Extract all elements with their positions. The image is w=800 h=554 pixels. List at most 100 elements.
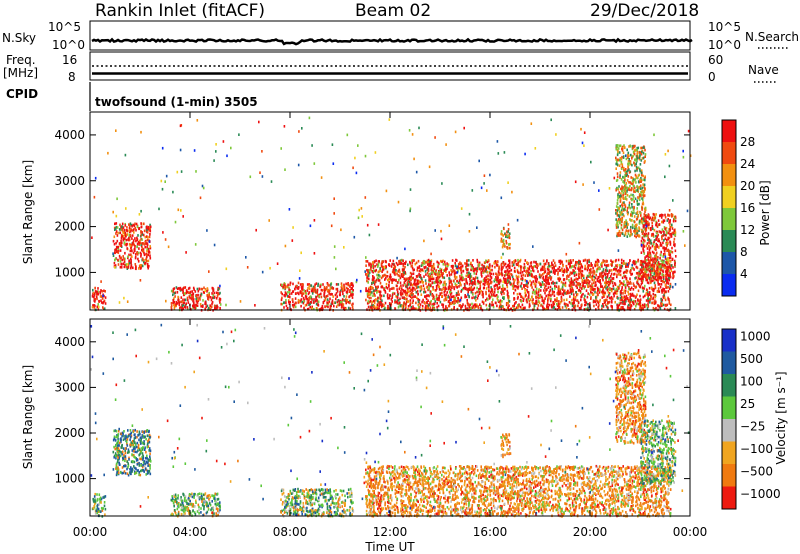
- echo-cell: [365, 289, 367, 293]
- echo-cell: [669, 233, 671, 236]
- echo-cell: [570, 266, 572, 269]
- echo-cell: [634, 223, 637, 227]
- echo-cell: [528, 273, 531, 277]
- echo-cell: [124, 224, 127, 227]
- echo-cell: [210, 305, 213, 308]
- echo-cell: [624, 197, 627, 200]
- echo-cell: [629, 145, 632, 148]
- echo-cell: [120, 256, 122, 259]
- echo-cell: [482, 295, 484, 299]
- echo-cell: [581, 303, 583, 307]
- echo-cell: [632, 259, 635, 263]
- echo-cell: [101, 290, 103, 293]
- echo-cell: [351, 293, 353, 296]
- echo-cell: [639, 211, 642, 215]
- echo-cell: [199, 295, 202, 299]
- echo-cell: [661, 304, 663, 307]
- echo-cell: [380, 276, 383, 280]
- echo-cell: [506, 246, 508, 249]
- echo-cell: [333, 304, 335, 308]
- echo-cell: [601, 265, 603, 268]
- echo-cell: [430, 259, 433, 262]
- echo-cell: [366, 302, 369, 305]
- echo-cell: [517, 285, 520, 289]
- echo-cell: [175, 286, 178, 289]
- power-echo-cells: [91, 116, 692, 312]
- echo-cell: [647, 234, 649, 237]
- echo-cell: [426, 294, 428, 297]
- echo-cell: [606, 285, 609, 289]
- echo-cell: [146, 247, 148, 251]
- echo-cell: [429, 277, 432, 281]
- echo-cell: [175, 302, 178, 306]
- echo-cell: [655, 237, 657, 241]
- echo-cell: [493, 290, 496, 294]
- echo-cell: [664, 270, 667, 273]
- echo-cell: [615, 268, 618, 271]
- echo-cell: [410, 278, 412, 281]
- echo-cell: [451, 286, 453, 289]
- echo-cell: [628, 195, 631, 198]
- noise-tick-top-right: 10^5: [708, 20, 741, 34]
- echo-cell: [467, 287, 470, 291]
- echo-cell: [637, 259, 639, 263]
- echo-cell: [580, 263, 582, 266]
- echo-cell: [627, 265, 629, 268]
- echo-cell: [660, 231, 662, 234]
- echo-cell: [647, 303, 649, 306]
- echo-cell: [542, 259, 545, 263]
- echo-cell: [554, 269, 557, 272]
- echo-cell: [618, 303, 621, 307]
- echo-cell: [141, 231, 143, 234]
- echo-cell: [561, 287, 563, 291]
- echo-cell: [503, 297, 505, 301]
- echo-cell: [554, 264, 557, 267]
- echo-cell: [197, 289, 200, 293]
- echo-cell: [640, 146, 643, 150]
- echo-cell: [631, 205, 633, 209]
- echo-cell: [206, 294, 208, 297]
- echo-cell: [388, 278, 390, 281]
- echo-cell: [393, 292, 396, 295]
- echo-cell: [429, 284, 432, 288]
- echo-cell: [632, 182, 634, 186]
- echo-cell: [196, 304, 199, 307]
- echo-cell: [626, 193, 629, 197]
- echo-cell: [415, 283, 418, 286]
- echo-cell: [438, 272, 441, 276]
- echo-cell: [409, 260, 411, 264]
- echo-cell: [432, 307, 434, 310]
- echo-cell: [628, 307, 630, 310]
- echo-cell: [126, 233, 128, 236]
- echo-cell: [308, 283, 311, 286]
- echo-cell: [449, 301, 451, 305]
- echo-cell: [377, 277, 380, 281]
- echo-cell: [586, 278, 588, 282]
- echo-cell: [440, 259, 442, 263]
- echo-cell: [626, 179, 629, 182]
- echo-cell: [633, 220, 636, 224]
- echo-cell: [511, 275, 514, 279]
- echo-cell: [622, 259, 625, 263]
- echo-cell: [527, 294, 530, 298]
- echo-cell: [92, 292, 94, 295]
- echo-cell: [656, 258, 659, 262]
- echo-cell: [663, 280, 666, 284]
- echo-cell: [123, 265, 126, 269]
- echo-cell: [647, 305, 650, 308]
- echo-cell: [577, 304, 579, 308]
- echo-cell: [666, 249, 668, 252]
- echo-cell: [558, 279, 560, 282]
- echo-cell: [631, 203, 633, 206]
- echo-cell: [95, 295, 98, 299]
- echo-cell: [347, 283, 350, 287]
- echo-cell: [315, 295, 318, 299]
- echo-cell: [215, 304, 217, 308]
- echo-cell: [490, 272, 493, 276]
- echo-cell: [100, 301, 103, 304]
- echo-cell: [199, 294, 202, 297]
- echo-cell: [534, 279, 537, 283]
- echo-cell: [547, 298, 549, 301]
- echo-cell: [623, 300, 626, 303]
- echo-cell: [568, 259, 571, 263]
